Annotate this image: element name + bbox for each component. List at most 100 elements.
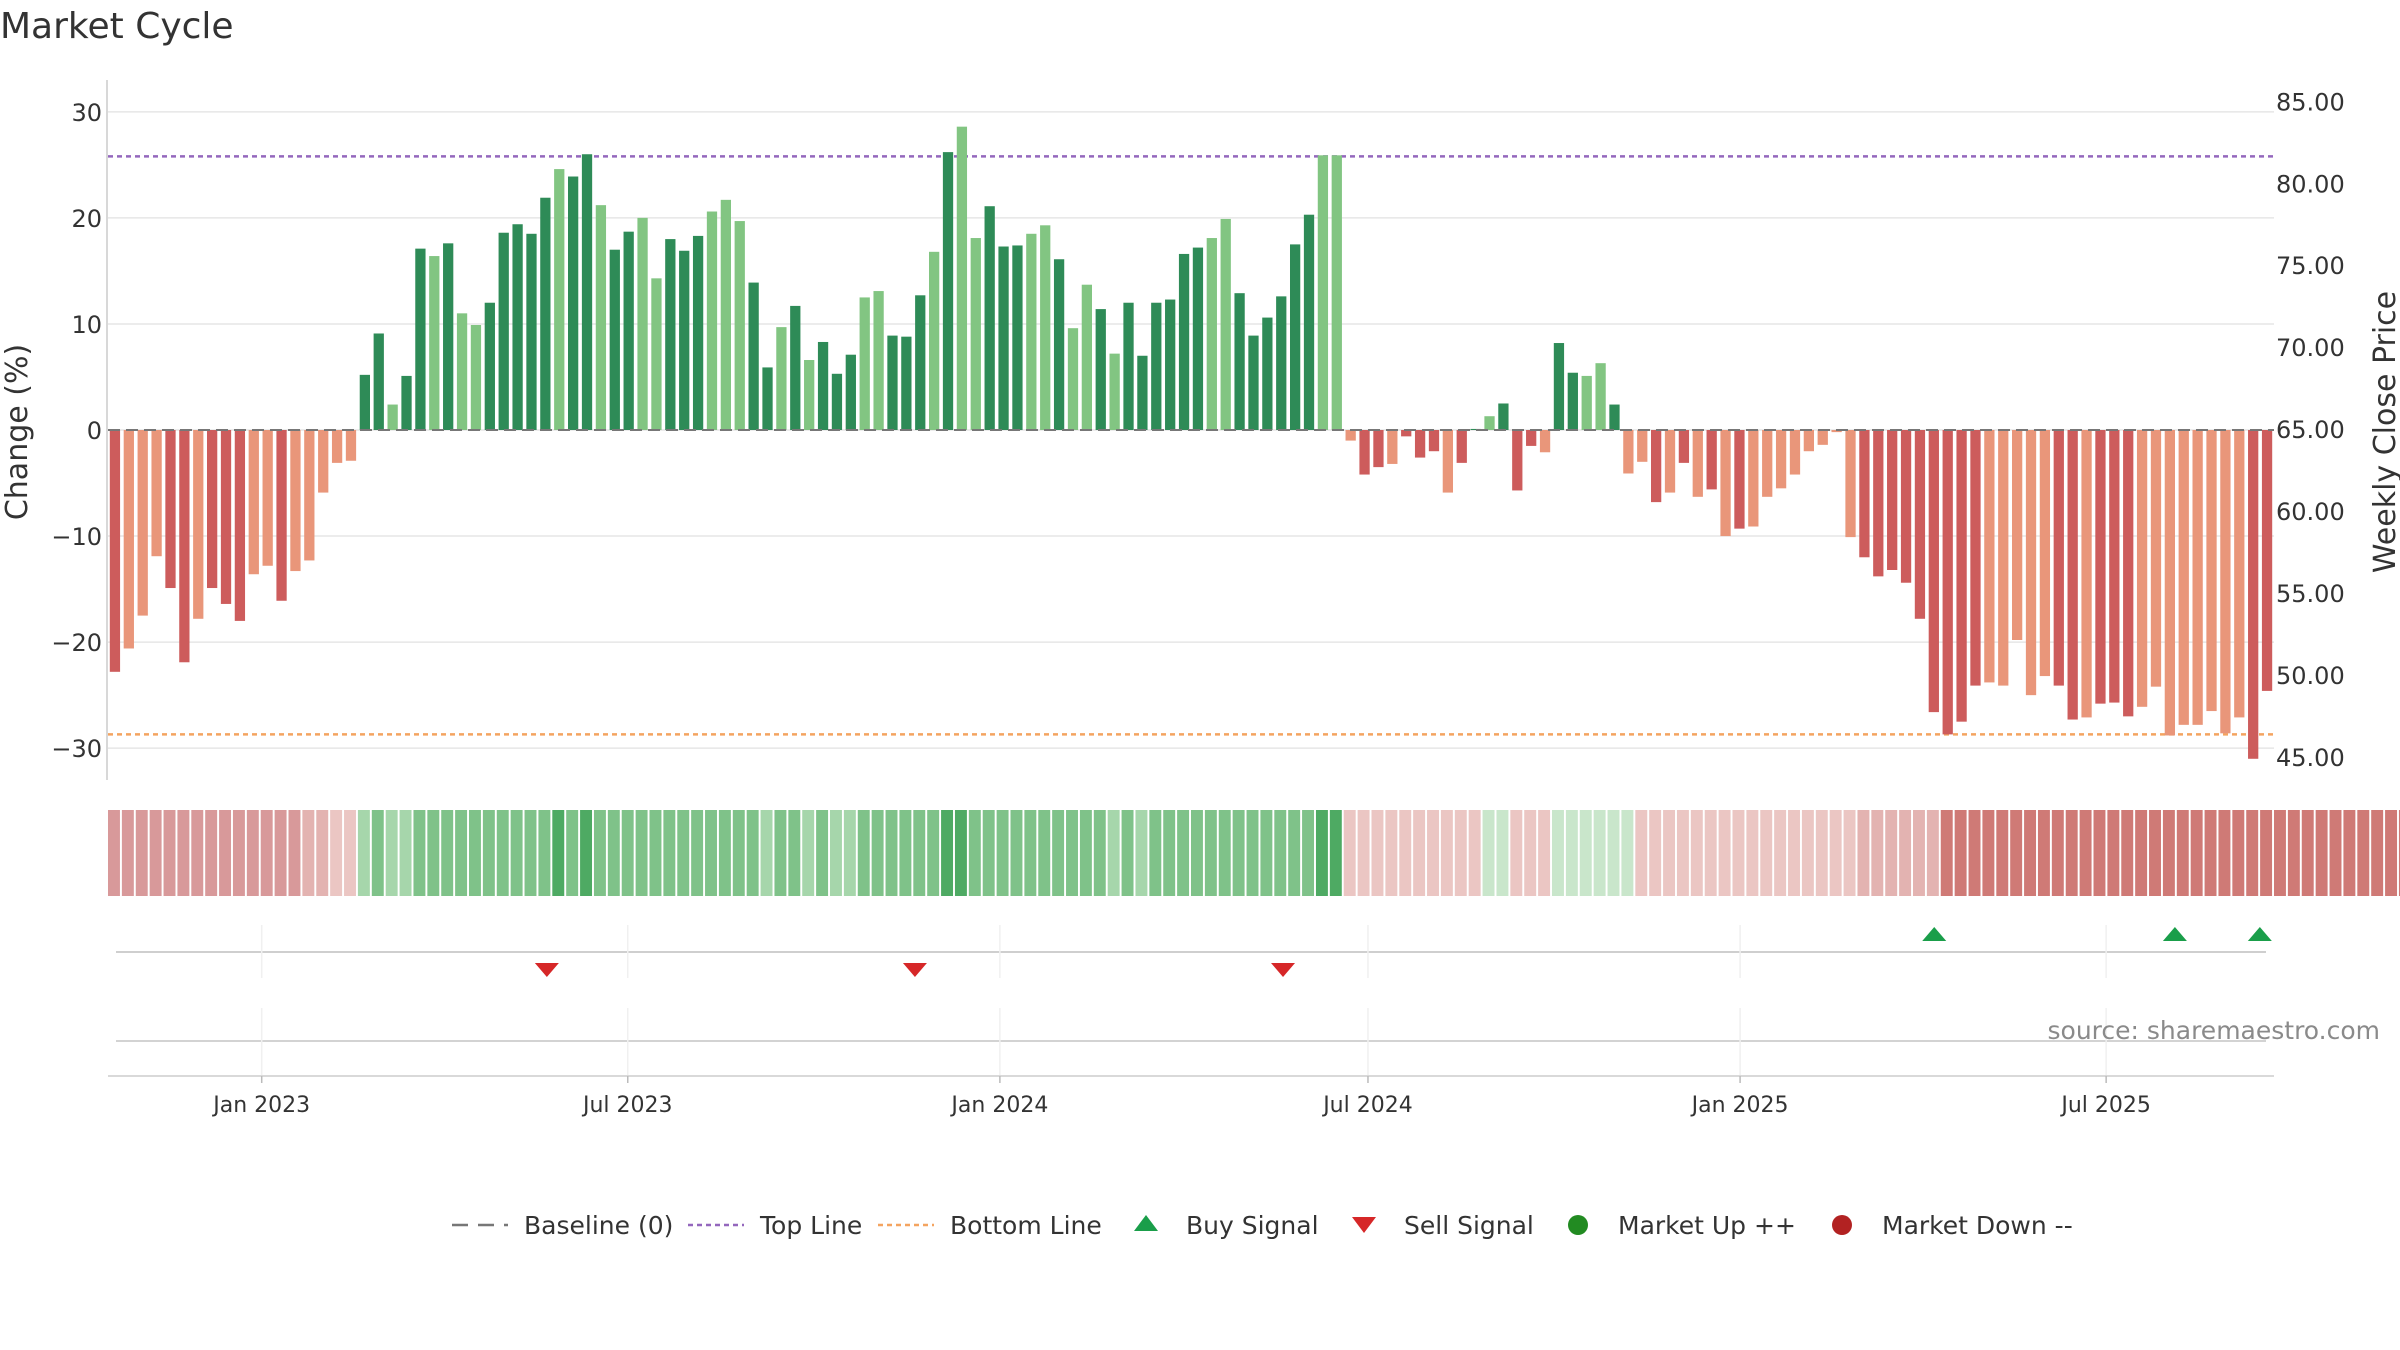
heat-cell bbox=[2287, 810, 2300, 896]
heat-cell bbox=[2274, 810, 2286, 896]
heat-cell bbox=[2357, 810, 2370, 896]
bar bbox=[915, 295, 926, 430]
heat-cell bbox=[1038, 810, 1051, 896]
bar bbox=[1789, 430, 1801, 475]
heat-cell bbox=[2204, 810, 2217, 896]
heat-cell bbox=[788, 810, 801, 896]
reference-lines bbox=[108, 155, 2274, 736]
bar bbox=[1401, 430, 1412, 437]
bar bbox=[554, 169, 565, 430]
heat-cell bbox=[385, 810, 398, 896]
bar bbox=[262, 430, 273, 566]
legend-label: Market Down -- bbox=[1882, 1211, 2073, 1240]
heat-cell bbox=[191, 810, 204, 896]
bar bbox=[2261, 430, 2273, 691]
heat-cell bbox=[1801, 810, 1814, 896]
heat-cell bbox=[2079, 810, 2092, 896]
bar bbox=[373, 333, 384, 430]
heat-cell bbox=[1635, 810, 1648, 896]
bar bbox=[456, 313, 468, 430]
bar bbox=[526, 233, 537, 430]
heat-cell bbox=[413, 810, 426, 896]
heat-cell bbox=[1579, 810, 1592, 896]
heat-cell bbox=[1885, 810, 1898, 896]
bar bbox=[2136, 430, 2148, 707]
heat-cell bbox=[663, 810, 676, 896]
bar bbox=[276, 430, 287, 601]
market-down-legend-icon bbox=[1832, 1215, 1852, 1235]
bar bbox=[1748, 430, 1759, 527]
bar bbox=[1998, 430, 2009, 686]
heat-cell bbox=[927, 810, 940, 896]
legend: Baseline (0) Top Line Bottom Line Buy Signa… bbox=[452, 1211, 2073, 1240]
heat-cell bbox=[816, 810, 829, 896]
bar bbox=[1942, 430, 1953, 735]
bar bbox=[679, 250, 690, 430]
date-tick-label: Jul 2023 bbox=[581, 1093, 673, 1118]
heat-cell bbox=[1399, 810, 1412, 896]
heat-cell bbox=[246, 810, 259, 896]
signal-panel bbox=[116, 925, 2272, 978]
heat-cell bbox=[1024, 810, 1037, 896]
right-tick-label: 75.00 bbox=[2276, 252, 2345, 280]
heat-cell bbox=[1913, 810, 1925, 896]
heat-cell bbox=[913, 810, 926, 896]
heat-cell bbox=[274, 810, 287, 896]
bar bbox=[1345, 430, 1356, 441]
change-bars bbox=[109, 126, 2273, 759]
heat-cell bbox=[1163, 810, 1176, 896]
bar bbox=[623, 231, 634, 430]
bar bbox=[1914, 430, 1926, 619]
date-tick-label: Jul 2025 bbox=[2059, 1093, 2151, 1118]
bar bbox=[2095, 430, 2106, 704]
heat-cell bbox=[163, 810, 176, 896]
bar bbox=[512, 224, 523, 430]
heat-cell bbox=[316, 810, 329, 896]
bar bbox=[415, 248, 426, 430]
bar bbox=[234, 430, 246, 621]
bar bbox=[1498, 403, 1509, 430]
bar bbox=[567, 176, 579, 430]
heat-cell bbox=[941, 810, 954, 896]
left-tick-label: −20 bbox=[51, 629, 102, 657]
bar bbox=[2220, 430, 2231, 734]
date-tick-label: Jul 2024 bbox=[1321, 1093, 1413, 1118]
bar bbox=[151, 430, 162, 557]
bar bbox=[345, 430, 357, 461]
bar bbox=[1289, 244, 1301, 430]
bar bbox=[1387, 430, 1398, 464]
heat-cell bbox=[1343, 810, 1356, 896]
bar bbox=[734, 221, 745, 430]
bar bbox=[1234, 293, 1245, 430]
heat-cell bbox=[635, 810, 648, 896]
heat-cell bbox=[510, 810, 523, 896]
bar bbox=[304, 430, 315, 561]
heat-cell bbox=[482, 810, 495, 896]
bar bbox=[762, 367, 773, 430]
heat-cell bbox=[1788, 810, 1800, 896]
heat-cell bbox=[1968, 810, 1981, 896]
heat-cell bbox=[2065, 810, 2078, 896]
bar bbox=[2039, 430, 2051, 677]
date-tick-label: Jan 2024 bbox=[949, 1093, 1048, 1118]
heat-cell bbox=[1454, 810, 1467, 896]
heat-cell bbox=[2315, 810, 2328, 896]
bar bbox=[443, 243, 454, 430]
bar bbox=[484, 302, 495, 430]
heat-cell bbox=[371, 810, 384, 896]
heat-cell bbox=[621, 810, 634, 896]
heat-cell bbox=[2149, 810, 2161, 896]
bar bbox=[1734, 430, 1745, 529]
bar bbox=[331, 430, 343, 463]
bar bbox=[1609, 404, 1620, 430]
heat-cell bbox=[2051, 810, 2064, 896]
heat-cell bbox=[219, 810, 232, 896]
legend-label: Market Up ++ bbox=[1618, 1211, 1796, 1240]
right-tick-label: 55.00 bbox=[2276, 580, 2345, 608]
heat-cell bbox=[2232, 810, 2245, 896]
heat-cell bbox=[1204, 810, 1217, 896]
sell-signal-legend-icon bbox=[1352, 1217, 1376, 1233]
bar bbox=[970, 238, 981, 430]
heat-cell bbox=[677, 810, 690, 896]
bar bbox=[887, 335, 898, 430]
